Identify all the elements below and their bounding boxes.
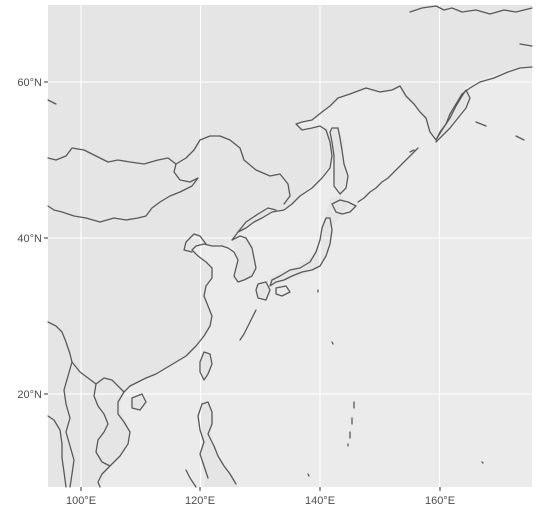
border-manchuria [175, 135, 291, 205]
coast-hainan [131, 393, 147, 411]
y-tick-label: 60°N [17, 77, 42, 89]
border-korea-china [237, 207, 277, 233]
coast-ryukyu [239, 309, 257, 341]
y-tick-60: 60°N [17, 77, 48, 89]
coast-arctic [409, 5, 533, 15]
coast-kamchatka [435, 89, 471, 143]
coast-chukotka [519, 43, 533, 47]
x-tick-label: 160°E [425, 495, 455, 507]
x-tick-100: 100°E [66, 487, 96, 507]
coast-korea [221, 235, 257, 283]
y-tick-40: 40°N [17, 233, 48, 245]
coast-honshu [269, 217, 333, 287]
land-philippines [198, 402, 238, 487]
coast-marianas [347, 401, 355, 447]
x-tick-140: 140°E [305, 487, 335, 507]
graticule [48, 5, 532, 487]
coast-sakhalin [329, 127, 349, 195]
coast-philippines-west [197, 403, 209, 479]
border-myanmar [47, 415, 67, 488]
border-mongolia [47, 147, 199, 223]
coast-philippines [201, 401, 237, 485]
land-kamchatka [432, 89, 470, 140]
coast-kyushu [255, 281, 271, 301]
coast-okhotsk-north [295, 66, 533, 141]
coast-hokkaido [331, 199, 357, 215]
coast-mainland-north [231, 129, 333, 241]
x-tick-120: 120°E [185, 487, 215, 507]
y-tick-label: 20°N [17, 389, 42, 401]
border-thailand [63, 361, 75, 488]
y-tick-20: 20°N [17, 389, 48, 401]
coast-vietnam [97, 385, 131, 488]
coast-china [129, 243, 223, 387]
coast-bohai [183, 233, 207, 253]
y-tick-label: 40°N [17, 233, 42, 245]
land-taiwan [200, 352, 210, 378]
x-tick-label: 140°E [305, 495, 335, 507]
coastlines [47, 5, 533, 488]
border-laos [93, 383, 111, 467]
x-tick-160: 160°E [425, 487, 455, 507]
coast-taiwan [199, 351, 213, 381]
coast-palawan [185, 469, 197, 488]
y-axis: 20°N 40°N 60°N [17, 77, 48, 401]
x-axis: 100°E 120°E 140°E 160°E [66, 487, 455, 507]
border-russia-west [47, 99, 57, 105]
coast-shikoku [275, 285, 291, 297]
land-korea [232, 236, 256, 282]
coast-small-islands [307, 121, 525, 477]
x-tick-label: 120°E [185, 495, 215, 507]
coast-kurils [357, 147, 419, 203]
border-indochina [47, 321, 125, 393]
land-kyushu [257, 280, 270, 300]
x-tick-label: 100°E [66, 495, 96, 507]
